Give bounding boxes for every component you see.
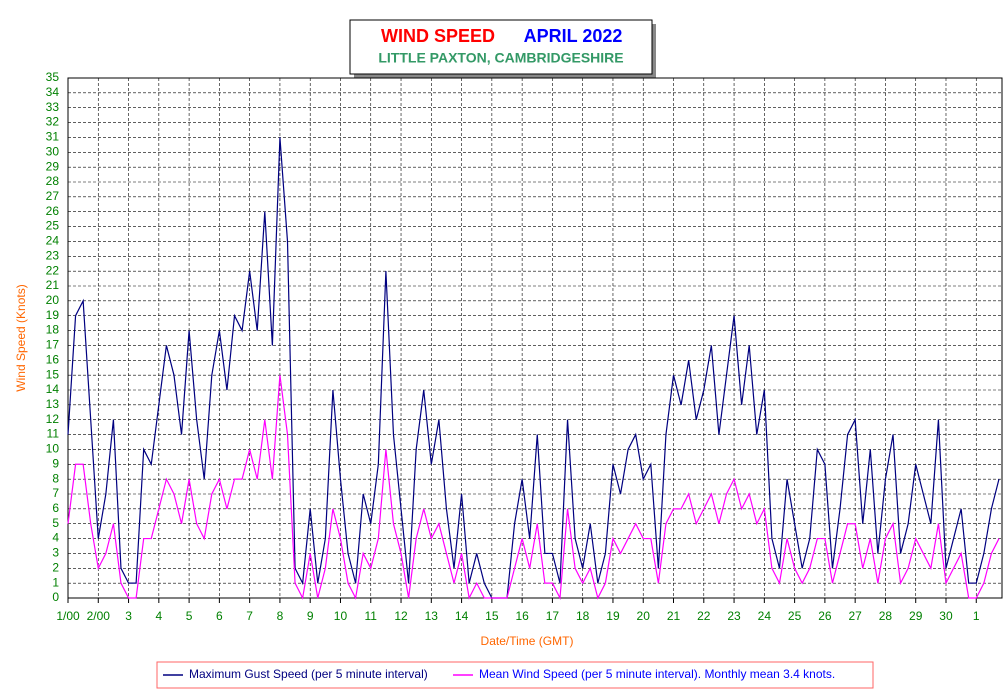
x-tick-label: 5: [186, 609, 193, 623]
x-tick-label: 25: [788, 609, 802, 623]
y-tick-label: 18: [46, 323, 60, 337]
x-tick-label: 7: [246, 609, 253, 623]
y-tick-label: 17: [46, 338, 60, 352]
x-tick-label: 18: [576, 609, 590, 623]
x-tick-label: 23: [727, 609, 741, 623]
x-tick-label: 19: [606, 609, 620, 623]
chart-title: WIND SPEED: [381, 26, 495, 46]
y-tick-label: 30: [46, 144, 60, 158]
y-tick-label: 13: [46, 397, 60, 411]
chart-title-date: APRIL 2022: [524, 26, 623, 46]
y-tick-label: 29: [46, 159, 60, 173]
x-tick-label: 3: [125, 609, 132, 623]
x-tick-label: 4: [155, 609, 162, 623]
legend-label: Maximum Gust Speed (per 5 minute interva…: [189, 667, 428, 681]
y-tick-label: 10: [46, 442, 60, 456]
x-tick-label: 20: [637, 609, 651, 623]
y-tick-label: 16: [46, 352, 60, 366]
x-tick-label: 30: [939, 609, 953, 623]
y-tick-label: 2: [52, 560, 59, 574]
series-line: [67, 137, 1000, 599]
x-tick-label: 29: [909, 609, 923, 623]
y-tick-label: 23: [46, 248, 60, 262]
y-tick-label: 21: [46, 278, 60, 292]
x-tick-label: 26: [818, 609, 832, 623]
legend-label: Mean Wind Speed (per 5 minute interval).…: [479, 667, 835, 681]
y-tick-label: 0: [52, 590, 59, 604]
x-tick-label: 27: [848, 609, 862, 623]
x-tick-label: 28: [879, 609, 893, 623]
y-tick-label: 9: [52, 456, 59, 470]
y-tick-label: 14: [46, 382, 60, 396]
x-tick-label: 9: [307, 609, 314, 623]
x-tick-label: 6: [216, 609, 223, 623]
x-tick-label: 12: [394, 609, 408, 623]
x-tick-label: 13: [425, 609, 439, 623]
x-tick-label: 1/00: [56, 609, 80, 623]
y-tick-label: 32: [46, 115, 60, 129]
y-tick-label: 5: [52, 516, 59, 530]
plot-background: [67, 77, 1003, 599]
x-tick-label: 8: [277, 609, 284, 623]
x-tick-label: 10: [334, 609, 348, 623]
y-tick-label: 11: [47, 427, 60, 441]
x-tick-label: 22: [697, 609, 711, 623]
x-axis-label: Date/Time (GMT): [481, 634, 574, 648]
y-tick-label: 27: [46, 189, 60, 203]
legend-box: [156, 661, 874, 689]
y-tick-label: 1: [52, 575, 59, 589]
x-tick-label: 11: [365, 609, 378, 623]
chart-subtitle: LITTLE PAXTON, CAMBRIDGESHIRE: [378, 50, 623, 66]
y-tick-label: 33: [46, 100, 60, 114]
y-tick-label: 12: [46, 412, 60, 426]
x-tick-label: 2/00: [87, 609, 111, 623]
y-tick-label: 22: [46, 263, 60, 277]
y-tick-label: 3: [52, 546, 59, 560]
y-axis-label: Wind Speed (Knots): [14, 284, 28, 391]
x-tick-label: 17: [546, 609, 560, 623]
y-tick-label: 20: [46, 293, 60, 307]
y-tick-label: 7: [52, 486, 59, 500]
x-tick-label: 21: [667, 609, 681, 623]
y-tick-label: 8: [52, 471, 59, 485]
y-tick-label: 19: [46, 308, 60, 322]
x-tick-label: 1: [973, 609, 980, 623]
x-tick-label: 15: [485, 609, 499, 623]
y-tick-label: 15: [46, 367, 60, 381]
title-box: [349, 19, 653, 75]
y-tick-label: 26: [46, 204, 60, 218]
y-tick-label: 6: [52, 501, 59, 515]
x-tick-label: 14: [455, 609, 469, 623]
series-line: [67, 375, 1000, 601]
x-tick-label: 16: [515, 609, 529, 623]
y-tick-label: 25: [46, 219, 60, 233]
y-tick-label: 31: [46, 130, 60, 144]
x-tick-label: 24: [758, 609, 772, 623]
y-tick-label: 28: [46, 174, 60, 188]
y-tick-label: 35: [46, 70, 60, 84]
y-tick-label: 4: [52, 531, 59, 545]
y-tick-label: 34: [46, 85, 60, 99]
y-tick-label: 24: [46, 234, 60, 248]
